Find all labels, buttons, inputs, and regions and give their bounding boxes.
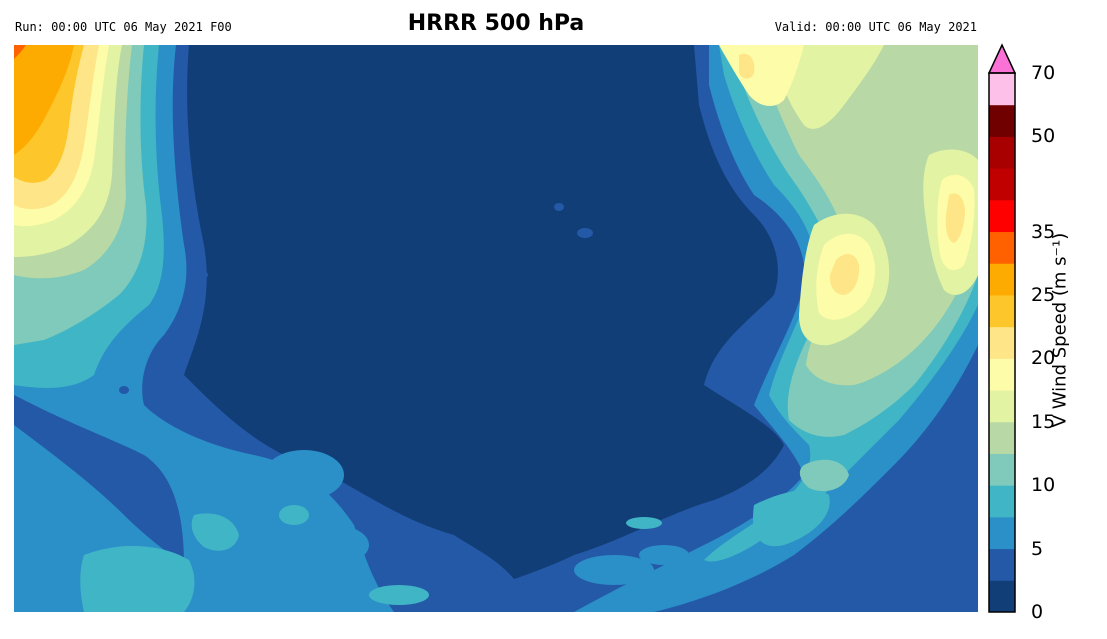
colorbar-segment: [989, 580, 1015, 612]
colorbar-tick-label: 10: [1031, 474, 1055, 496]
colorbar-segment: [989, 453, 1015, 485]
colorbar-tick-label: 0: [1031, 601, 1043, 623]
colorbar-segment: [989, 232, 1015, 264]
colorbar-extend-arrow: [989, 45, 1015, 73]
colorbar-tick-label: 15: [1031, 411, 1055, 433]
colorbar-tick-label: 35: [1031, 221, 1055, 243]
valid-label: Valid: 00:00 UTC 06 May 2021: [775, 20, 977, 34]
colorbar-segment: [989, 327, 1015, 359]
colorbar-segment: [989, 263, 1015, 295]
colorbar-segment: [989, 168, 1015, 200]
colorbar-tick-label: 25: [1031, 284, 1055, 306]
colorbar-tick-label: 70: [1031, 62, 1055, 84]
colorbar-segment: [989, 73, 1015, 105]
colorbar-tick-label: 5: [1031, 538, 1043, 560]
colorbar-tick-label: 50: [1031, 125, 1055, 147]
colorbar-segment: [989, 105, 1015, 137]
colorbar-segment: [989, 200, 1015, 232]
colorbar-segment: [989, 485, 1015, 517]
colorbar-segment: [989, 358, 1015, 390]
colorbar-label: V Wind Speed (m s⁻¹): [1050, 233, 1071, 428]
colorbar-segment: [989, 390, 1015, 422]
contour-west-sw: [80, 546, 194, 612]
colorbar-tick-label: 20: [1031, 347, 1055, 369]
colorbar-segment: [989, 295, 1015, 327]
wind-speed-map: [14, 45, 978, 612]
colorbar-segment: [989, 549, 1015, 581]
colorbar-segment: [989, 422, 1015, 454]
colorbar-segment: [989, 136, 1015, 168]
colorbar-segment: [989, 517, 1015, 549]
